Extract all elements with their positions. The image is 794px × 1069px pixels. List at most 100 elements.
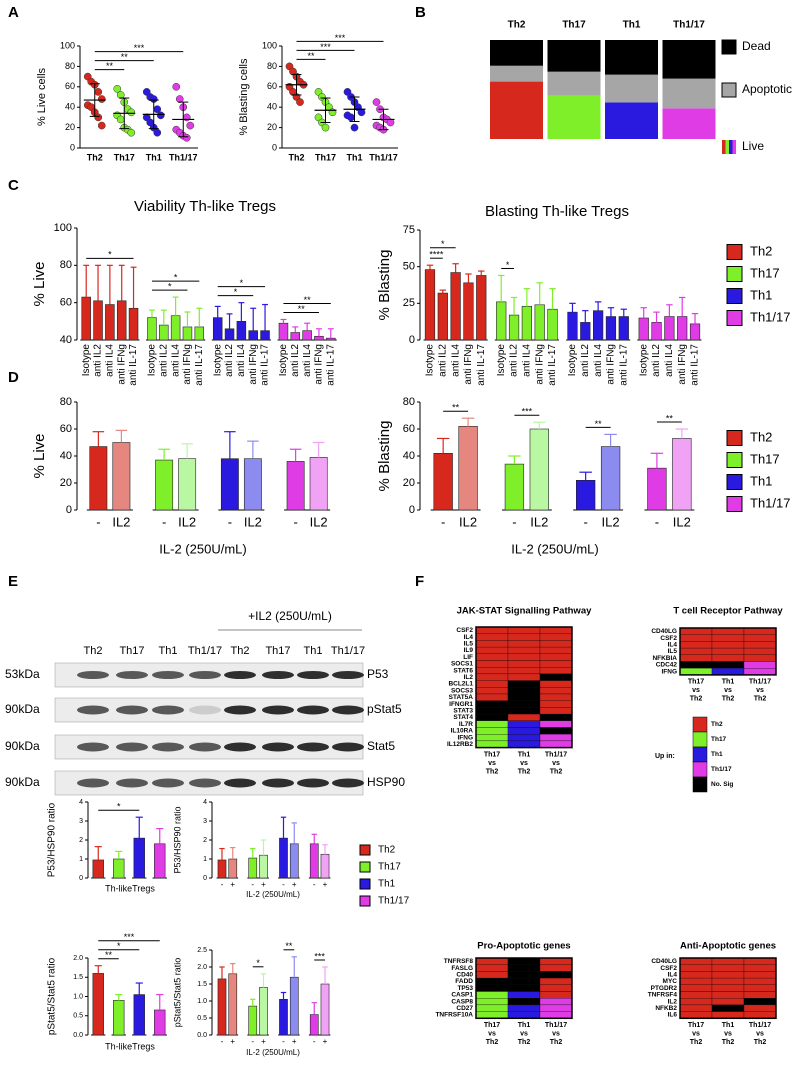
heatmap-cell [475,998,509,1006]
category-label: Th17 [562,20,586,31]
bar [178,458,197,511]
row-label: CASP1 [451,992,473,999]
x-tick-label: - [221,880,224,889]
heatmap-title: Anti-Apoptotic genes [680,941,776,952]
legend-swatch [729,140,733,154]
row-label: STAT5A [449,694,474,701]
heatmap-cell [507,660,541,668]
heatmap-cell [539,713,573,721]
x-tick-label: + [292,1037,297,1046]
x-tick-label: - [251,1037,254,1046]
heatmap-cell [475,734,509,742]
column-label: Th1 [722,1022,735,1029]
blot-band [332,705,364,715]
x-tick-label: anti IFNg [606,344,617,385]
row-label: TNFRSF8 [444,958,474,965]
blot-band [77,671,109,679]
y-axis-label: % Blasting [376,421,393,492]
heatmap-cell [475,673,509,681]
legend-swatch [726,496,743,512]
heatmap-cell [679,964,713,972]
column-label: vs [520,760,528,767]
y-tick-label: 80 [267,61,277,71]
legend-label: Th17 [750,451,780,466]
blot-band [77,742,109,752]
heatmap-cell [475,633,509,641]
blot-band [297,742,329,752]
heatmap-cell [711,627,745,635]
heatmap-cell [539,734,573,742]
bar [302,330,312,341]
y-tick-label: 60 [403,423,415,435]
heatmap-cell [711,668,745,676]
y-tick-label: 4 [79,799,83,806]
data-point [372,98,381,106]
blot-protein: pStat5 [367,702,402,716]
heatmap-title: JAK-STAT Signalling Pathway [457,606,592,617]
bar-segment [605,40,658,75]
heatmap-cell [743,634,777,642]
lane-label: Th1 [159,645,178,657]
column-label: vs [552,1031,560,1038]
x-tick-label: anti IL4 [170,344,181,377]
bar [672,438,692,511]
x-tick-label: anti IL-17 [690,344,701,386]
x-tick-label: Th17 [114,152,135,162]
data-point [186,121,195,130]
column-label: Th2 [518,768,531,775]
x-tick-label: anti IL4 [105,344,116,377]
heatmap-cell [507,673,541,681]
heatmap-cell [507,633,541,641]
column-label: Th2 [722,696,735,703]
data-point [172,82,181,91]
y-axis-label: % Live [31,433,48,478]
bar [433,452,453,511]
bar [260,330,270,341]
panel-label: D [8,369,19,386]
x-tick-label: + [292,880,297,889]
x-tick-label: anti IL4 [236,344,247,377]
column-label: Th17 [688,679,704,686]
heatmap-cell [507,646,541,654]
bar [147,317,157,341]
row-label: LIF [463,654,473,661]
heatmap-cell [711,641,745,649]
heatmap-cell [539,727,573,735]
bar [309,457,328,511]
bar [105,304,115,341]
blot-size: 90kDa [5,702,40,716]
legend-swatch [726,288,743,304]
legend-swatch [722,140,726,154]
heatmap-cell [679,984,713,992]
legend-swatch [732,140,736,154]
legend-label: Live [742,139,764,153]
x-axis-label: Th-likeTregs [105,883,155,893]
heatmap-cell [507,707,541,715]
panel-label: F [415,573,424,590]
column-label: Th2 [518,1039,531,1046]
heatmap-cell [507,680,541,688]
bar [116,300,127,341]
heatmap-cell [743,647,777,655]
y-tick-label: 0.5 [73,1013,83,1020]
heatmap-cell [743,1004,777,1012]
heatmap-border [679,627,777,676]
column-label: Th2 [690,1039,703,1046]
lane-label: Th17 [119,645,144,657]
y-tick-label: 0 [272,142,277,152]
bar [529,428,549,511]
row-label: IL7R [459,721,473,728]
bar [689,323,701,341]
row-label: CD27 [456,1005,473,1012]
heatmap-border [475,957,573,1020]
heatmap-cell [679,647,713,655]
bar [600,446,621,511]
bar [534,304,545,341]
legend-swatch [721,39,737,55]
bar [154,843,166,879]
x-tick-label: - [313,1037,316,1046]
heatmap-cell [507,984,541,992]
x-tick-label: anti IL-17 [260,344,271,386]
y-axis-label: % Blasting cells [238,58,250,136]
y-tick-label: 3 [203,818,207,825]
